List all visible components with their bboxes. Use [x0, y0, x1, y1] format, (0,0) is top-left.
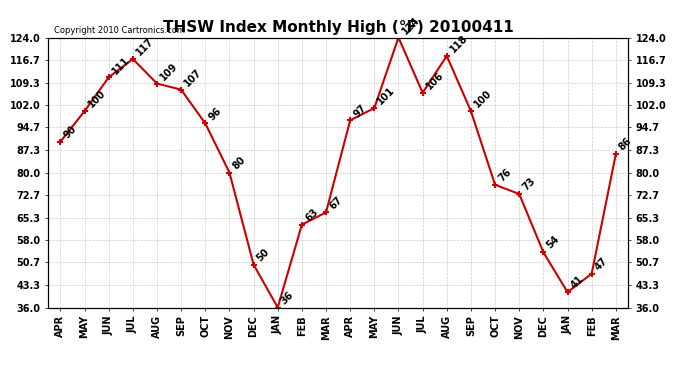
Text: 97: 97	[352, 102, 368, 119]
Text: 76: 76	[497, 167, 513, 183]
Text: 107: 107	[183, 67, 204, 88]
Text: 101: 101	[376, 85, 397, 106]
Text: 109: 109	[159, 61, 180, 82]
Text: 96: 96	[207, 105, 224, 122]
Title: THSW Index Monthly High (°F) 20100411: THSW Index Monthly High (°F) 20100411	[163, 20, 513, 35]
Text: 41: 41	[569, 274, 586, 291]
Text: 86: 86	[618, 136, 634, 153]
Text: Copyright 2010 Cartronics.com: Copyright 2010 Cartronics.com	[54, 26, 185, 35]
Text: 47: 47	[593, 256, 610, 272]
Text: 67: 67	[328, 194, 344, 211]
Text: 118: 118	[448, 33, 470, 54]
Text: 80: 80	[231, 154, 248, 171]
Text: 106: 106	[424, 70, 446, 92]
Text: 54: 54	[545, 234, 562, 251]
Text: 63: 63	[304, 207, 320, 223]
Text: 124: 124	[400, 15, 422, 36]
Text: 73: 73	[521, 176, 538, 193]
Text: 50: 50	[255, 246, 272, 263]
Text: 90: 90	[62, 124, 79, 140]
Text: 111: 111	[110, 55, 132, 76]
Text: 117: 117	[135, 36, 156, 58]
Text: 100: 100	[473, 88, 494, 110]
Text: 100: 100	[86, 88, 108, 110]
Text: 36: 36	[279, 290, 296, 306]
